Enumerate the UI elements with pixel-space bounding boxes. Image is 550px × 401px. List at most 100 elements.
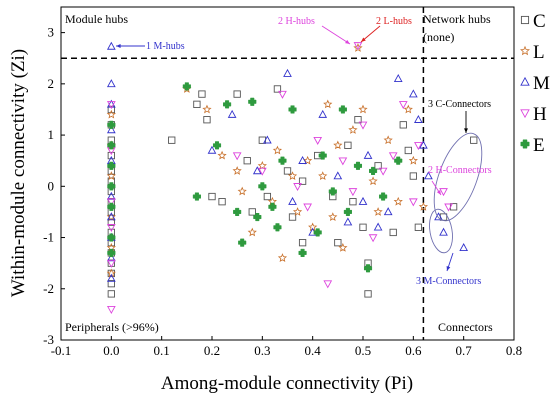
point-M [424,171,433,180]
point-H [388,152,398,161]
point-E [313,228,322,237]
point-E [107,233,116,242]
point-E [233,207,242,216]
point-L [393,196,403,206]
legend-marker-C [520,15,530,25]
legend-marker-E [520,139,530,149]
point-L [303,155,313,165]
point-L [328,212,338,221]
l-hubs-arrow-head [361,37,366,42]
point-H [313,136,323,145]
x-tick-label: 0.8 [506,343,522,358]
point-M [333,171,343,180]
point-E [107,202,116,211]
point-C [409,172,417,180]
point-L [373,207,383,216]
y-axis-label: Within-module connectivity (Zi) [8,49,29,297]
point-M [106,79,116,88]
point-L [368,176,378,186]
point-H [378,167,388,176]
point-H [353,42,363,51]
point-C [107,279,115,288]
point-H [293,183,302,192]
point-E [273,223,282,232]
point-C [298,239,307,247]
point-M [263,135,272,144]
point-E [107,161,116,170]
point-L [323,99,333,109]
x-tick-label: 0.2 [204,343,220,358]
point-C [107,105,115,114]
data-points [106,41,478,315]
y-tick-label: 0 [48,178,55,193]
legend-label-E: E [533,135,545,156]
threshold-lines [61,7,514,340]
h-hubs-label: 2 H-hubs [278,16,315,27]
point-L [247,227,257,237]
c-connectors-arrow-head [464,128,468,133]
legend-marker-H [520,109,530,119]
point-C [414,223,423,231]
point-C [107,151,115,160]
point-M [252,166,262,175]
point-C [243,157,251,165]
x-tick-label: 0.7 [456,343,473,358]
point-H [106,306,116,315]
point-E [182,82,191,91]
point-M [419,140,428,149]
point-H [358,121,368,130]
x-tick-label: 0.3 [254,343,270,358]
point-L [318,171,328,180]
m-hubs-arrow-head [116,44,121,48]
point-L [358,104,368,114]
annotations: 1 M-hubs 2 H-hubs 2 L-hubs 3 C-Connectors 2 … [116,16,492,287]
point-E [363,264,373,273]
point-H [278,90,287,99]
connectors-ellipse-small [429,208,453,254]
point-M [358,196,368,205]
point-M [408,89,418,98]
point-H [303,203,312,212]
h-connectors-label: 2 H-Connectors [428,165,492,176]
x-axis-label: Among-module connectivity (Pi) [161,373,413,394]
point-H [338,157,348,166]
point-M [383,207,393,216]
point-E [379,192,388,201]
point-M [283,68,292,77]
point-E [253,212,262,222]
y-tick-label: -1 [43,230,54,245]
point-M [343,217,353,226]
point-L [338,242,348,252]
point-C [404,146,412,155]
point-E [353,161,363,170]
point-C [298,177,307,185]
point-L [217,150,227,160]
y-tick-label: 2 [48,76,55,91]
point-C [374,162,382,170]
point-M [414,114,423,123]
point-M [106,41,116,50]
point-L [287,171,298,180]
point-E [107,120,116,129]
point-C [354,116,362,124]
point-L [272,145,283,155]
legend-label-L: L [533,42,545,63]
legend-marker-L [520,45,530,56]
point-C [288,213,297,221]
point-L [257,160,267,170]
c-connectors-label: 3 C-Connectors [428,99,491,110]
x-tick-label: -0.1 [51,343,72,358]
point-C [218,198,226,206]
point-C [198,90,206,98]
x-tick-label: 0.1 [154,343,170,358]
point-C [470,136,478,144]
point-C [233,90,241,98]
point-L [106,212,116,221]
point-L [408,155,418,165]
point-L [403,104,413,114]
point-M [373,222,383,231]
point-L [277,253,288,262]
m-connectors-arrow-head [446,266,451,271]
point-C [263,192,272,201]
